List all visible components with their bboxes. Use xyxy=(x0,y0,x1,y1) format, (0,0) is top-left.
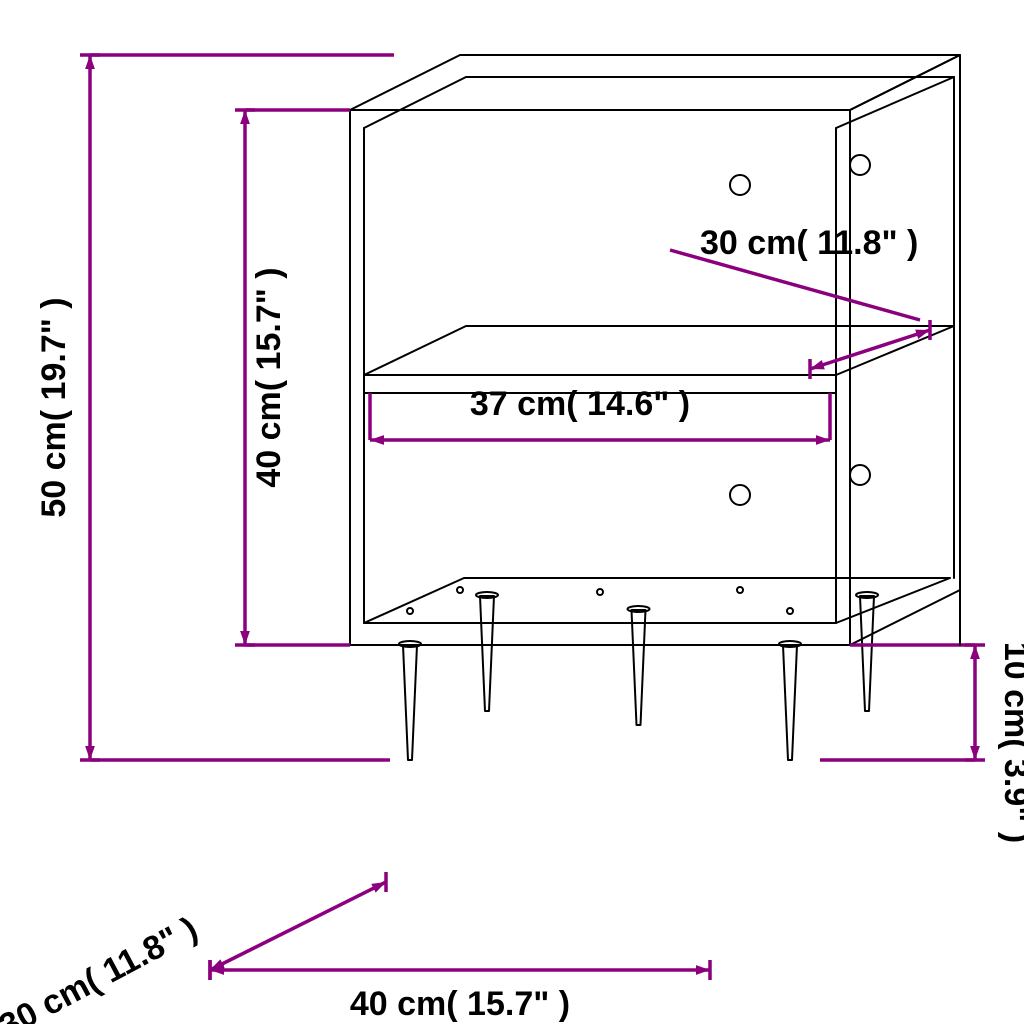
dim-footprint-depth: 30 cm( 11.8" ) xyxy=(0,910,204,1024)
dim-total-height: 50 cm( 19.7" ) xyxy=(35,297,73,517)
dim-footprint-width: 40 cm( 15.7" ) xyxy=(350,985,570,1023)
cabinet-front xyxy=(350,110,850,645)
dim-shelf-depth: 30 cm( 11.8" ) xyxy=(700,224,918,262)
dim-shelf-width: 37 cm( 14.6" ) xyxy=(470,385,690,423)
dim-body-height: 40 cm( 15.7" ) xyxy=(250,267,288,487)
dim-leg-height: 10 cm( 3.9" ) xyxy=(997,642,1024,843)
